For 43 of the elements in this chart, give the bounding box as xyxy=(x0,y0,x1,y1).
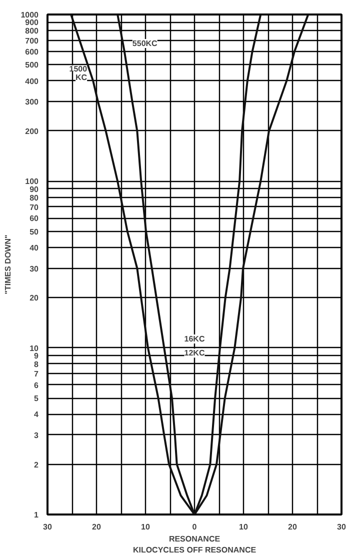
annotation: 12KC xyxy=(184,348,205,358)
y-tick-label: 90 xyxy=(30,184,40,194)
y-tick-label: 4 xyxy=(34,410,40,420)
text: RESONANCE xyxy=(168,534,221,544)
y-tick-label: 300 xyxy=(25,98,40,107)
series-label: 1500 KC xyxy=(69,64,88,82)
y-tick-label: 9 xyxy=(34,351,40,360)
y-tick-label: 70 xyxy=(30,202,40,212)
y-tick-label: 1 xyxy=(34,510,40,520)
y-tick-label: 700 xyxy=(25,36,40,46)
y-tick-label: 3 xyxy=(34,430,40,440)
y-tick-label: 1000 xyxy=(20,10,40,20)
y-tick-label: 7 xyxy=(34,370,40,379)
x-axis-title: KILOCYCLES OFF RESONANCE xyxy=(132,546,257,554)
y-tick-label: 2 xyxy=(34,460,40,470)
y-tick-label: 900 xyxy=(25,18,40,28)
y-tick-label: 800 xyxy=(25,26,40,36)
x-tick-label: 10 xyxy=(141,522,150,532)
annotation: 16KC xyxy=(184,334,205,344)
y-tick-label: 400 xyxy=(25,76,40,86)
y-tick-label: 6 xyxy=(34,380,40,390)
y-tick-label: 40 xyxy=(30,243,40,252)
y-tick-label: 60 xyxy=(30,214,40,224)
x-tick-label: 20 xyxy=(92,522,102,532)
y-tick-label: 100 xyxy=(25,177,40,186)
y-tick-label: 80 xyxy=(30,193,40,202)
x-tick-label: 20 xyxy=(288,522,298,532)
y-tick-label: 30 xyxy=(30,264,40,274)
x-tick-label: 0 xyxy=(192,522,198,532)
y-tick-label: 5 xyxy=(34,394,40,404)
y-tick-label: 8 xyxy=(34,360,40,369)
y-tick-label: 500 xyxy=(25,60,40,70)
x-tick-label: 10 xyxy=(239,522,248,532)
y-tick-label: 10 xyxy=(30,344,40,353)
line-series xyxy=(70,14,310,514)
y-tick-label: 200 xyxy=(25,126,40,136)
series-label: 550KC xyxy=(132,38,158,48)
y-tick-label: 600 xyxy=(25,47,40,56)
y-axis-title: "TIMES DOWN" xyxy=(4,234,13,294)
y-tick-label: 50 xyxy=(30,227,40,236)
x-tick-label: 30 xyxy=(43,522,52,532)
x-tick-label: 30 xyxy=(337,522,346,532)
y-tick-label: 20 xyxy=(30,294,40,303)
